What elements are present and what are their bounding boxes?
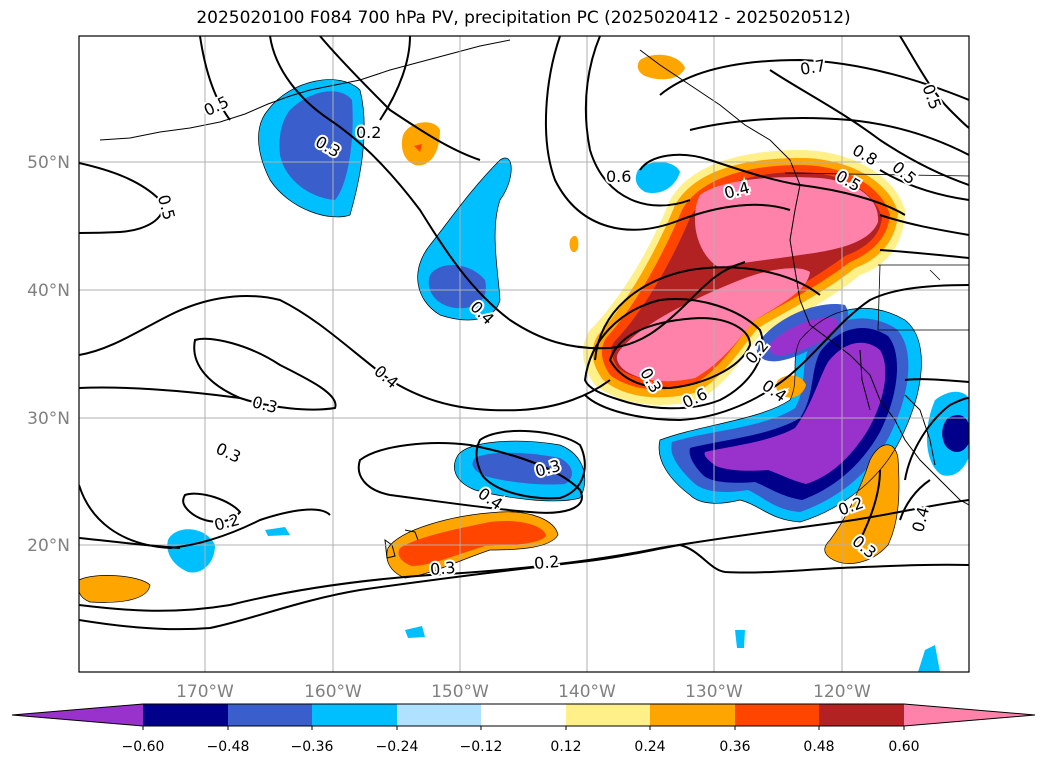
colorbar-tick-label: −0.12 xyxy=(460,739,503,755)
neg-field-west xyxy=(167,529,215,573)
pos-field-north-core xyxy=(414,144,422,152)
contour-label: 0.6 xyxy=(606,167,631,186)
pos-field-dot xyxy=(569,235,579,253)
pv-contours xyxy=(79,36,969,631)
neg-field-tiny-1 xyxy=(265,527,290,536)
colorbar-extend-max xyxy=(904,704,1035,726)
lat-label: 20°N xyxy=(27,536,70,556)
map-frame xyxy=(78,35,970,673)
colorbar-tick-label: 0.12 xyxy=(550,739,581,755)
colorbar-segment xyxy=(143,704,228,726)
lon-label: 170°W xyxy=(176,682,234,702)
lon-label: 130°W xyxy=(685,682,743,702)
neg-field-subtropic-core xyxy=(472,452,572,485)
neg-field-patch-49n xyxy=(635,161,680,194)
colorbar-segment xyxy=(566,704,650,726)
plot-title: 2025020100 F084 700 hPa PV, precipitatio… xyxy=(196,8,851,28)
lon-label: 120°W xyxy=(813,682,871,702)
neg-field-tiny-2 xyxy=(405,626,425,638)
pos-field-hawaii-core xyxy=(398,520,546,566)
colorbar-tick-label: −0.60 xyxy=(122,739,165,755)
colorbar-segment xyxy=(735,704,819,726)
field-outlines xyxy=(79,79,922,603)
lon-label: 140°W xyxy=(558,682,616,702)
colorbar-segment xyxy=(819,704,904,726)
pos-field-north xyxy=(401,122,440,166)
colorbar-segment xyxy=(312,704,397,726)
lon-labels: 170°W 160°W 150°W 140°W 130°W 120°W xyxy=(176,682,871,702)
lat-label: 30°N xyxy=(27,409,70,429)
coastlines xyxy=(99,39,969,559)
colorbar-tick-label: −0.36 xyxy=(291,739,334,755)
lat-label: 40°N xyxy=(27,281,70,301)
colorbar-segment xyxy=(650,704,735,726)
neg-field-alaska-core xyxy=(279,91,353,200)
colorbar-tick-label: 0.48 xyxy=(803,739,834,755)
neg-field-midpac-core xyxy=(428,264,486,309)
pos-field-plume-pink-north xyxy=(695,177,879,268)
neg-field-tiny-4 xyxy=(918,645,940,672)
lon-label: 150°W xyxy=(431,682,489,702)
colorbar-tick-label: −0.24 xyxy=(376,739,419,755)
contour-label: 0.2 xyxy=(356,123,381,142)
colorbar-extend-min xyxy=(12,704,143,726)
colorbar-segment xyxy=(397,704,481,726)
lon-label: 160°W xyxy=(304,682,362,702)
colorbar xyxy=(11,703,1036,730)
neg-field-far-east-core xyxy=(942,414,969,452)
lat-label: 50°N xyxy=(27,153,70,173)
gridlines xyxy=(79,36,969,672)
colorbar-tick-labels: −0.60 −0.48 −0.36 −0.24 −0.12 0.12 0.24 … xyxy=(122,739,920,755)
colorbar-tick-label: 0.60 xyxy=(888,739,919,755)
pos-field-plume-pink-south xyxy=(616,268,810,382)
contour-label: 0.2 xyxy=(533,552,560,573)
contour-label: 0.3 xyxy=(429,558,456,579)
neg-field-east-purple xyxy=(704,342,886,484)
pos-field-alaska-coast xyxy=(637,54,685,80)
colorbar-tick-label: 0.24 xyxy=(634,739,665,755)
lat-labels: 50°N 40°N 30°N 20°N xyxy=(27,153,70,556)
neg-field-tiny-3 xyxy=(735,630,745,648)
boundaries xyxy=(784,172,969,331)
colorbar-tick-label: 0.36 xyxy=(719,739,750,755)
colorbar-tick-label: −0.48 xyxy=(207,739,250,755)
precip-fields xyxy=(79,54,969,672)
colorbar-segment xyxy=(481,704,566,726)
pos-field-west xyxy=(79,575,150,603)
colorbar-segment xyxy=(228,704,312,726)
